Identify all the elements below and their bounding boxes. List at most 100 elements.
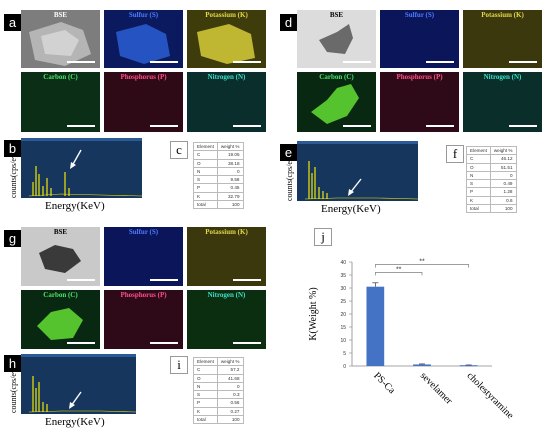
element-cell: K [466, 195, 491, 206]
tile-label: Sulfur (S) [128, 11, 159, 19]
panel-label-d: d [280, 14, 297, 31]
weight-cell: 100 [216, 200, 244, 210]
potassium-map-d: Potassium (K) [463, 10, 542, 68]
element-cell: C [466, 154, 491, 164]
weight-cell: 32.79 [216, 191, 244, 202]
scale-bar [233, 342, 261, 344]
bar [413, 364, 431, 366]
tile-label: Carbon (C) [319, 73, 354, 81]
table-row: S 0.3 [193, 390, 244, 400]
sulfur-signal [104, 10, 183, 68]
scale-bar [150, 125, 178, 127]
panel-label-j: j [314, 228, 332, 246]
scale-bar [150, 61, 178, 63]
table-row: S 9.58 [193, 175, 244, 185]
carbon-map-d: Carbon (C) [297, 72, 376, 132]
weight-cell: 0.49 [489, 179, 517, 189]
weight-cell: 0 [216, 381, 244, 392]
bse-map-a: BSE [21, 10, 100, 68]
tile-label: Phosphorus (P) [120, 73, 167, 81]
nitrogen-map-d: Nitrogen (N) [463, 72, 542, 132]
element-cell: O [466, 162, 491, 172]
scale-bar [426, 61, 454, 63]
scale-bar [150, 279, 178, 281]
table-row: O 51.51 [466, 162, 517, 172]
table-header: Element [193, 356, 218, 367]
element-cell: O [193, 158, 218, 168]
table-row: total 100 [193, 415, 244, 425]
significance-bracket [375, 272, 423, 276]
weight-cell: 0 [489, 170, 517, 181]
arrow-icon [349, 178, 362, 194]
carbon-map-a: Carbon (C) [21, 72, 100, 132]
bse-particle-shape [297, 10, 376, 68]
scale-bar [509, 125, 537, 127]
y-axis-label: K(Weight %) [308, 287, 319, 340]
tile-label: Nitrogen (N) [207, 73, 246, 81]
y-tick-label: 20 [340, 312, 346, 318]
tile-label: Nitrogen (N) [207, 291, 246, 299]
scale-bar [233, 61, 261, 63]
tile-label: Potassium (K) [205, 11, 248, 19]
tile-label: Potassium (K) [205, 228, 248, 236]
significance-label: ** [396, 266, 402, 273]
y-tick-label: 30 [340, 286, 346, 292]
table-row: P 0.45 [193, 183, 244, 193]
bse-particle-shape [21, 10, 100, 68]
table-row: total 100 [193, 200, 244, 210]
panel-label-f: f [446, 145, 464, 163]
element-cell: C [193, 150, 218, 160]
weight-cell: 100 [216, 415, 244, 425]
panel-label-b: b [4, 140, 21, 157]
scale-bar [67, 125, 95, 127]
sulfur-map-d: Sulfur (S) [380, 10, 459, 68]
scale-bar [150, 342, 178, 344]
weight-cell: 1.28 [489, 187, 517, 197]
bar [366, 286, 385, 366]
element-cell: C [193, 365, 218, 375]
table-row: S 0.49 [466, 179, 517, 189]
spectrum-peaks [28, 149, 142, 197]
panel-label-i: i [170, 356, 188, 374]
element-cell: P [193, 398, 218, 408]
table-row: C 46.12 [466, 154, 517, 164]
spectrum-peaks [304, 161, 418, 200]
element-cell: O [193, 373, 218, 383]
bse-map-d: BSE [297, 10, 376, 68]
table-row: O 41.68 [193, 373, 244, 383]
table-row: K 32.79 [193, 191, 244, 202]
element-cell: S [193, 390, 218, 400]
carbon-signal [297, 72, 376, 132]
tile-label: Sulfur (S) [404, 11, 435, 19]
tile-label: BSE [53, 11, 68, 19]
element-cell: N [193, 166, 218, 177]
spectrum-y-label: counts(cps/ev) [9, 366, 18, 413]
table-header: Element [466, 145, 491, 156]
weight-cell: 100 [489, 204, 517, 214]
table-row: C 57.2 [193, 365, 244, 375]
spectrum-peaks [28, 376, 136, 413]
weight-cell: 0.27 [216, 406, 244, 417]
significance-bracket [375, 264, 469, 268]
scale-bar [67, 342, 95, 344]
weight-table-f: Element weight % C 46.12 O 51.51 N 0 S 0.49 P 1.28… [466, 145, 517, 214]
potassium-map-a: Potassium (K) [187, 10, 266, 68]
tile-label: Carbon (C) [43, 73, 78, 81]
element-cell: N [466, 170, 491, 181]
bar [459, 365, 478, 367]
spectrum-plot-h [21, 354, 136, 414]
x-tick-label: cholestyramine [465, 370, 516, 421]
tile-label: Phosphorus (P) [120, 291, 167, 299]
panel-label-c: c [170, 141, 188, 159]
table-row: K 0.27 [193, 406, 244, 417]
y-tick-label: 15 [340, 325, 346, 331]
nitrogen-map-a: Nitrogen (N) [187, 72, 266, 132]
table-header: weight % [216, 356, 244, 367]
tile-label: Nitrogen (N) [483, 73, 522, 81]
element-cell: K [193, 191, 218, 202]
weight-cell: 0.56 [216, 398, 244, 408]
x-tick-label: PS-Ca [371, 370, 397, 396]
element-cell: S [466, 179, 491, 189]
